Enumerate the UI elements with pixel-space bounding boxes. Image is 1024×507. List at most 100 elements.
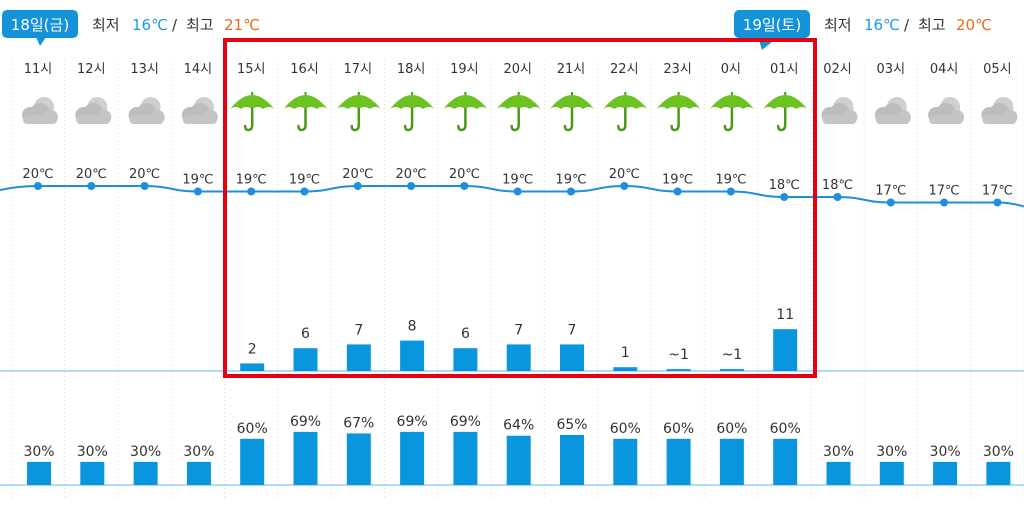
temperature-point: [353, 182, 362, 190]
temperature-point: [567, 187, 575, 196]
hour-label: 04시: [930, 62, 959, 77]
temperature-point: [300, 187, 309, 196]
umbrella-icon: [230, 92, 275, 132]
probability-bar: [27, 461, 51, 485]
probability-label: 67%: [343, 415, 374, 431]
umbrella-icon: [443, 92, 488, 132]
max-temp-1: 21℃: [224, 16, 260, 34]
precip-bar: [719, 369, 744, 371]
temperature-label: 20℃: [396, 167, 427, 182]
temperature-point: [34, 182, 42, 190]
probability-bar: [933, 461, 958, 485]
temperature-point: [247, 187, 256, 196]
probability-label: 64%: [503, 418, 534, 434]
cloudy-icon: [981, 97, 1018, 124]
sep-1: /: [172, 16, 178, 34]
temperature-label: 18℃: [822, 178, 853, 193]
temperature-label: 20℃: [76, 167, 107, 182]
probability-label: 60%: [770, 421, 801, 437]
umbrella-icon: [390, 92, 435, 132]
probability-bar: [719, 438, 744, 485]
temperature-points: 20℃ 20℃ 20℃ 19℃ 19℃ 19℃ 20℃ 20℃ 20℃ 19℃ 19℃ 20℃ 19℃ 1…: [22, 167, 1013, 207]
probability-bar: [400, 431, 425, 485]
hour-label: 05시: [983, 62, 1012, 77]
precip-bar: [773, 329, 798, 371]
temperature-label: 17℃: [982, 184, 1013, 199]
temperature-label: 19℃: [662, 173, 693, 188]
umbrella-icon: [550, 92, 594, 132]
hour-label: 11시: [24, 62, 53, 77]
probability-label: 65%: [556, 417, 587, 433]
hour-label: 22시: [610, 62, 639, 77]
precip-label: 7: [568, 322, 577, 338]
temperature-point: [460, 182, 469, 190]
temperature-label: 19℃: [182, 173, 213, 188]
hour-label: 02시: [823, 62, 852, 77]
highlight-box: [223, 38, 817, 378]
hour-label: 20시: [503, 62, 532, 77]
hour-label: 19시: [450, 62, 479, 77]
temperature-label: 20℃: [22, 167, 53, 182]
hour-label: 12시: [77, 62, 106, 77]
temperature-line: [0, 184, 1024, 208]
cloudy-icon: [928, 97, 965, 124]
temperature-label: 20℃: [129, 167, 160, 182]
probability-bar: [186, 461, 211, 485]
temperature-point: [407, 182, 416, 190]
precip-label: ~1: [668, 347, 689, 363]
hour-label: 13시: [130, 62, 159, 77]
probability-bar: [80, 461, 105, 485]
badge-pointer-1: [36, 37, 46, 46]
probability-label: 69%: [450, 414, 481, 430]
umbrella-icon: [496, 92, 541, 132]
cloudy-icon: [128, 97, 165, 124]
hour-label: 18시: [397, 62, 426, 77]
temperature-label: 20℃: [449, 167, 480, 182]
temperature-label: 19℃: [236, 173, 267, 188]
temperature-point: [726, 187, 735, 196]
temperature-label: 18℃: [769, 178, 800, 193]
hour-labels: 11시 12시 13시 14시 15시 16시 17시 18시 19시 20시 21시 22시 23시 0…: [24, 62, 1012, 77]
hour-label: 03시: [877, 62, 906, 77]
umbrella-icon: [709, 92, 754, 132]
hour-label: 0시: [721, 62, 741, 77]
precip-label: 6: [301, 326, 310, 342]
temperature-label: 20℃: [342, 167, 373, 182]
hour-label: 16시: [290, 62, 319, 77]
day-header-2: 19일(토) 최저 16℃ / 최고 20℃: [734, 10, 992, 50]
probability-label: 69%: [290, 414, 321, 430]
sep-2: /: [904, 16, 910, 34]
precip-bar: [560, 344, 584, 371]
temperature-label: 19℃: [555, 173, 586, 188]
precip-label: 1: [621, 345, 630, 361]
probability-bar: [613, 438, 638, 485]
precipitation-bars: 2 6 7 8 6 7 7 1 ~1 ~1 11: [240, 307, 798, 371]
probability-bar: [506, 435, 531, 485]
hour-label: 14시: [184, 62, 213, 77]
cloudy-icon: [22, 97, 58, 124]
probability-label: 69%: [397, 414, 428, 430]
probability-label: 60%: [663, 421, 694, 437]
probability-bar: [240, 438, 265, 485]
min-label-2: 최저: [824, 16, 852, 34]
temperature-label: 20℃: [609, 167, 640, 182]
precip-label: 7: [514, 322, 523, 338]
probability-label: 60%: [237, 421, 268, 437]
probability-bar: [560, 434, 584, 485]
precip-bar: [453, 348, 478, 371]
umbrella-icon: [603, 92, 648, 132]
hour-label: 15시: [237, 62, 266, 77]
temperature-point: [620, 182, 629, 190]
temperature-point: [940, 198, 949, 207]
day-badge-1-label: 18일(금): [11, 16, 69, 34]
hour-label: 17시: [344, 62, 373, 77]
probability-label: 30%: [130, 444, 161, 460]
precip-bar: [666, 369, 691, 371]
cloudy-icon: [75, 97, 112, 124]
precip-bar: [613, 367, 638, 371]
probability-bar: [826, 461, 851, 485]
day-badge-2-label: 19일(토): [743, 16, 801, 34]
precip-bar: [240, 363, 265, 371]
precip-label: 8: [408, 319, 417, 335]
